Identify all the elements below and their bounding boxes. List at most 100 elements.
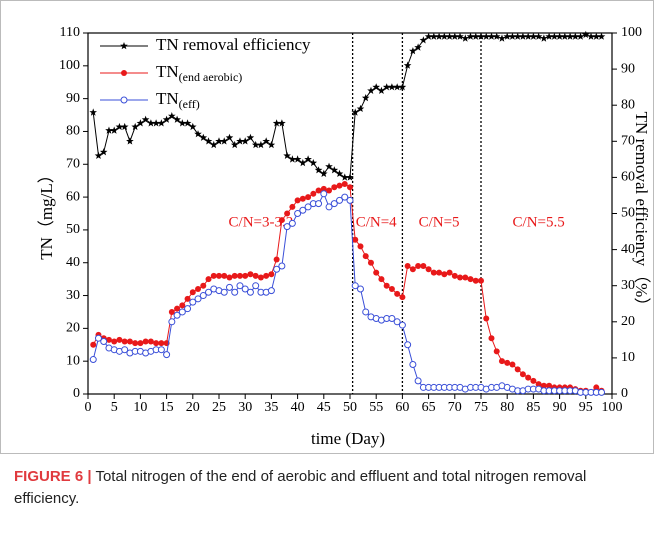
y2-axis-label: TN removal efficiency（%） [632, 112, 651, 315]
data-point [529, 32, 538, 40]
data-point [326, 187, 333, 194]
data-point [446, 269, 453, 276]
caption-label: FIGURE 6 | [14, 468, 92, 485]
data-point [289, 203, 296, 210]
x-tick-label: 55 [369, 400, 383, 415]
data-point [304, 203, 312, 211]
data-point [535, 381, 542, 388]
data-point [525, 374, 532, 381]
data-point [257, 140, 265, 149]
data-point [367, 86, 375, 94]
data-point [593, 384, 600, 391]
data-point [215, 137, 223, 145]
data-point [362, 253, 369, 260]
data-point [110, 126, 118, 134]
data-point [393, 83, 401, 91]
legend-label: TN(eff) [156, 89, 200, 111]
data-point [404, 341, 412, 349]
data-point [461, 34, 470, 42]
data-point [478, 277, 484, 284]
data-point [325, 162, 333, 170]
legend-name: TN [156, 89, 179, 108]
data-point [504, 359, 511, 366]
data-point [424, 32, 433, 40]
data-point [399, 294, 406, 301]
data-point [273, 256, 280, 263]
data-point [545, 32, 553, 40]
data-point [304, 155, 312, 163]
legend-name-sub: (eff) [179, 97, 200, 111]
y-tick-label: 30 [66, 288, 80, 303]
y-tick-label: 10 [66, 353, 80, 368]
data-point [377, 86, 386, 94]
data-point [90, 341, 97, 348]
x-tick-label: 70 [448, 400, 462, 415]
data-point [441, 271, 448, 278]
data-point [147, 119, 155, 127]
data-point [357, 243, 364, 250]
y2-tick-label: 60 [621, 170, 635, 185]
x-tick-label: 95 [579, 400, 593, 415]
data-point [477, 32, 485, 40]
data-point [498, 34, 506, 42]
data-point [555, 32, 564, 40]
data-point [414, 43, 422, 51]
data-point [534, 32, 543, 40]
data-point [157, 346, 165, 354]
data-point [346, 173, 354, 181]
data-point [310, 190, 317, 197]
legend-marker [120, 42, 128, 50]
data-point [492, 32, 501, 40]
data-point [331, 184, 338, 191]
data-point [351, 282, 359, 290]
data-point [388, 285, 395, 292]
data-point [131, 122, 139, 131]
data-point [388, 83, 396, 91]
data-point [152, 119, 160, 127]
data-point [467, 276, 474, 283]
y2-tick-label: 10 [621, 350, 635, 365]
data-point [121, 346, 129, 354]
data-point [153, 340, 160, 347]
x-tick-label: 50 [343, 400, 357, 415]
x-tick-label: 60 [395, 400, 409, 415]
data-point [162, 115, 171, 123]
data-point [404, 263, 411, 270]
data-point [346, 196, 354, 204]
data-point [456, 32, 464, 40]
data-point [189, 289, 196, 296]
y2-tick-label: 50 [621, 206, 635, 221]
data-point [105, 126, 113, 134]
data-point [420, 263, 427, 270]
x-tick-label: 10 [133, 400, 147, 415]
data-point [546, 382, 553, 389]
data-point [373, 269, 380, 276]
y2-tick-label: 30 [621, 278, 635, 293]
x-tick-label: 75 [474, 400, 488, 415]
data-point [189, 122, 197, 131]
data-point [246, 288, 254, 296]
data-point [309, 159, 318, 167]
y-tick-label: 40 [66, 255, 80, 270]
data-point [99, 148, 108, 156]
data-point [137, 340, 144, 347]
data-point [367, 259, 374, 266]
data-point [341, 193, 349, 201]
y-tick-label: 80 [66, 124, 80, 139]
data-point [100, 337, 108, 345]
data-point [163, 351, 171, 359]
x-tick-label: 0 [85, 400, 92, 415]
y2-tick-label: 0 [621, 386, 628, 401]
data-point [314, 166, 323, 174]
data-point [242, 272, 249, 279]
data-point [205, 276, 212, 283]
data-point [393, 318, 401, 326]
data-point [362, 308, 370, 316]
data-point [194, 130, 202, 138]
data-point [592, 32, 601, 40]
data-point [116, 336, 123, 343]
data-point [230, 140, 239, 149]
data-point [540, 34, 548, 42]
data-point [126, 338, 133, 345]
data-point [293, 155, 302, 163]
